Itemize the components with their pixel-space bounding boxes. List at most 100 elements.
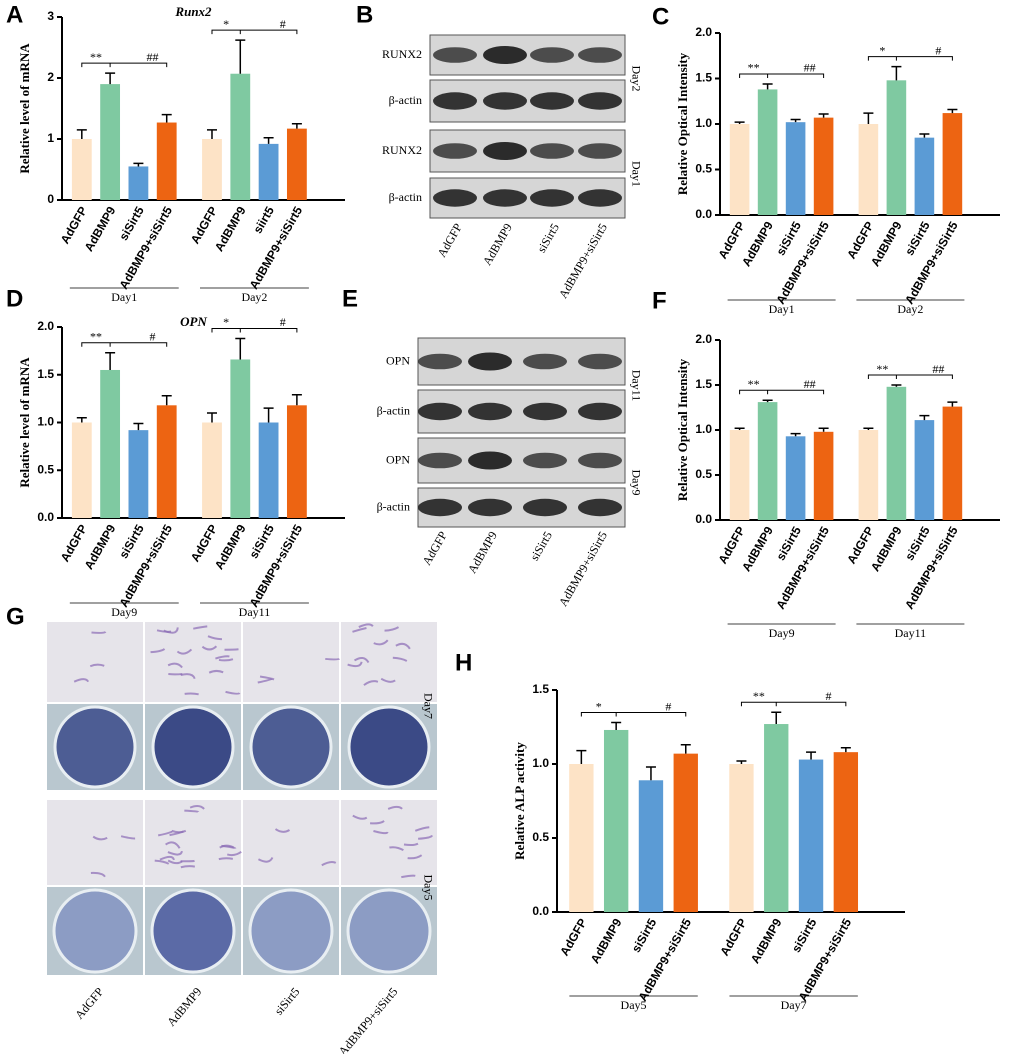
x-tick-label: AdGFP — [717, 916, 749, 958]
stain-streak — [373, 830, 389, 835]
x-tick-label: AdBMP9+siSirt5 — [773, 524, 832, 612]
blot-band — [418, 402, 462, 421]
dish — [53, 705, 137, 789]
lane-label: AdBMP9+siSirt5 — [556, 529, 610, 609]
blot-band — [530, 189, 574, 207]
stain-streak — [259, 675, 275, 681]
significance: # — [935, 43, 941, 57]
blot-band — [523, 353, 567, 370]
significance: ## — [804, 377, 816, 391]
x-tick-label: siSirt5 — [902, 219, 933, 258]
stain-streak — [274, 828, 291, 833]
stain-streak — [189, 805, 205, 810]
y-axis-label: Relative ALP activity — [512, 742, 527, 860]
group-label: Day2 — [241, 290, 267, 304]
x-tick-label: siSirt5 — [773, 524, 804, 563]
error-bar — [161, 113, 172, 123]
error-bar — [863, 427, 874, 430]
stain-streak — [321, 860, 337, 867]
blot-band — [433, 92, 477, 110]
bar — [886, 80, 907, 215]
group-label: Day9 — [769, 626, 795, 640]
bar — [569, 764, 594, 912]
x-tick-label: siSirt5 — [116, 204, 147, 243]
significance: * — [879, 43, 885, 57]
stain-streak — [363, 680, 379, 686]
micrograph — [145, 622, 241, 702]
group-label: Day9 — [111, 605, 137, 619]
stain-streak — [384, 626, 400, 632]
stain-streak — [176, 648, 193, 655]
bar — [230, 359, 251, 518]
bar — [128, 166, 149, 200]
micrograph — [341, 622, 437, 702]
lane-label: AdBMP9 — [465, 529, 500, 576]
stain-streak — [395, 642, 411, 650]
blot-row-label: RUNX2 — [382, 47, 422, 61]
error-bar — [576, 749, 587, 764]
dish — [150, 888, 236, 974]
bar — [886, 386, 907, 520]
stain-day: Day5 — [421, 875, 435, 901]
error-bar — [790, 432, 801, 437]
significance: # — [665, 699, 671, 713]
error-bar — [818, 113, 829, 118]
panel-letter: B — [356, 1, 373, 28]
stain-streak — [73, 678, 90, 683]
stain-streak — [389, 846, 404, 852]
bar — [673, 753, 698, 912]
error-bar — [840, 746, 851, 753]
group-label: Day2 — [897, 302, 923, 316]
stain-streak — [358, 623, 374, 628]
blot-row-label: RUNX2 — [382, 143, 422, 157]
blot-row-label: β-actin — [389, 190, 422, 204]
significance-bracket — [580, 712, 687, 717]
significance: # — [825, 689, 831, 703]
blot-day: Day2 — [629, 66, 643, 92]
x-tick-label: siSirt5 — [773, 219, 804, 258]
blot-band — [530, 92, 574, 110]
blot-band — [433, 47, 477, 63]
significance-bracket — [739, 389, 825, 395]
y-tick-label: 0.0 — [695, 512, 712, 526]
y-tick-label: 1.0 — [532, 756, 549, 770]
stain-streak — [352, 814, 368, 820]
panel-letter: E — [342, 285, 358, 312]
blot-band — [530, 47, 574, 63]
bar — [833, 752, 859, 912]
blot-band — [578, 47, 622, 63]
error-bar — [947, 108, 958, 114]
blot-band — [578, 143, 622, 159]
blot-band — [483, 189, 527, 207]
blot-row-label: β-actin — [377, 499, 410, 513]
blot-band — [483, 92, 527, 110]
blot-band — [468, 402, 512, 421]
significance: ** — [90, 330, 102, 344]
group-label: Day5 — [621, 998, 647, 1012]
micrograph — [47, 800, 143, 885]
y-tick-label: 2 — [47, 70, 54, 84]
significance-bracket — [81, 342, 168, 347]
stain-streak — [150, 648, 166, 654]
lane-label: AdGFP — [420, 529, 451, 568]
significance: ## — [804, 61, 816, 75]
y-axis-label: Relative level of mRNA — [17, 43, 32, 174]
panel-letter: D — [6, 285, 23, 312]
group-label: Day11 — [239, 605, 271, 619]
significance: * — [223, 17, 229, 31]
lane-label: AdBMP9+siSirt5 — [556, 221, 610, 301]
bar — [286, 405, 307, 518]
bar — [638, 780, 664, 912]
bar — [798, 759, 824, 912]
significance: ## — [932, 362, 944, 376]
y-tick-label: 0.0 — [532, 904, 549, 918]
significance-bracket — [739, 73, 825, 78]
blot-band — [523, 452, 567, 469]
stain-streak — [193, 625, 208, 630]
error-bar — [863, 112, 874, 124]
error-bar — [263, 137, 274, 144]
bar — [258, 422, 279, 518]
error-bar — [133, 422, 144, 431]
blot-band — [578, 498, 622, 517]
stain-streak — [154, 859, 170, 865]
